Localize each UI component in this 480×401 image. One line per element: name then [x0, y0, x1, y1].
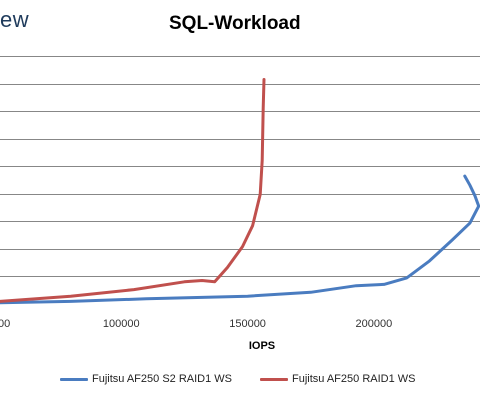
- chart-title: SQL-Workload: [169, 13, 301, 34]
- series-line-1: [0, 174, 480, 305]
- legend-swatch-series-1: [60, 377, 88, 381]
- series-lines: [0, 78, 480, 305]
- grid-lines: [0, 56, 480, 277]
- x-tick-label: 50000: [0, 318, 10, 330]
- legend-swatch-series-2: [260, 377, 288, 381]
- x-tick-label: 150000: [229, 318, 266, 330]
- chart-legend: Fujitsu AF250 S2 RAID1 WS Fujitsu AF250 …: [0, 367, 480, 389]
- legend-item-series-2: Fujitsu AF250 RAID1 WS: [260, 373, 416, 385]
- legend-item-series-1: Fujitsu AF250 S2 RAID1 WS: [60, 373, 232, 385]
- brand-logo-fragment: ew: [0, 7, 30, 32]
- legend-label-series-2: Fujitsu AF250 RAID1 WS: [292, 373, 416, 385]
- series-line-2: [0, 78, 266, 303]
- x-tick-label: 200000: [356, 318, 393, 330]
- x-axis-label: IOPS: [249, 340, 275, 352]
- x-tick-labels: 50000 100000 150000 200000: [0, 318, 392, 330]
- x-tick-label: 100000: [103, 318, 140, 330]
- legend-label-series-1: Fujitsu AF250 S2 RAID1 WS: [92, 373, 232, 385]
